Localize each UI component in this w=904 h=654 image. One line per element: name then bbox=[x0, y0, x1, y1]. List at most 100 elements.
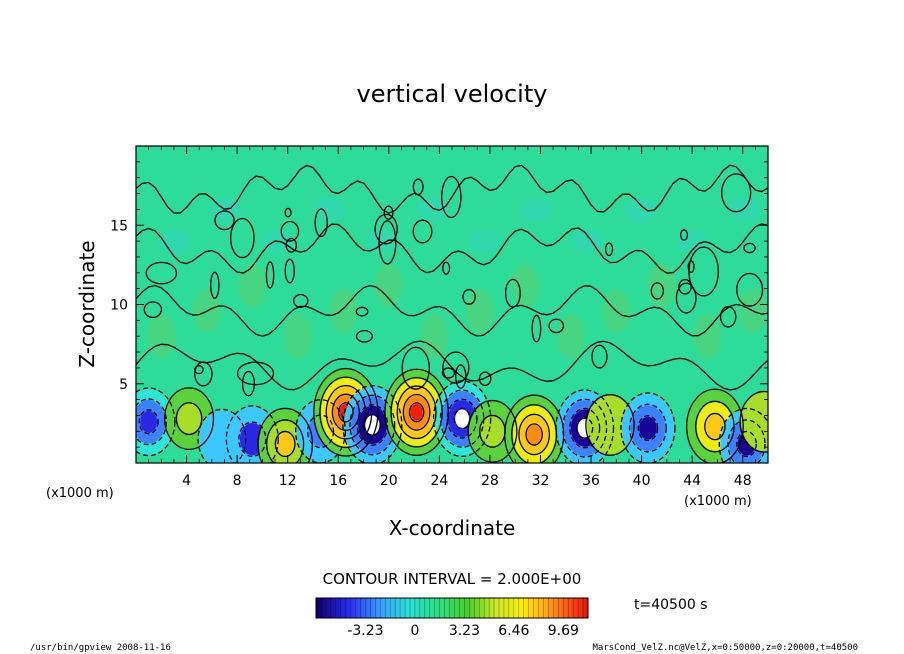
x-tick-label: 36 bbox=[582, 473, 600, 489]
velocity-level bbox=[177, 403, 201, 434]
contour-line bbox=[396, 385, 437, 440]
contour-line bbox=[562, 398, 608, 458]
footer-left: /usr/bin/gpview 2008-11-16 bbox=[30, 643, 171, 653]
background-band bbox=[693, 314, 722, 359]
chart-title: vertical velocity bbox=[357, 80, 548, 108]
contour-line bbox=[628, 403, 667, 453]
contour-group bbox=[739, 390, 768, 453]
contour-line bbox=[650, 282, 664, 300]
contour-group bbox=[718, 407, 768, 463]
contour-line bbox=[374, 213, 398, 245]
contour-line bbox=[136, 284, 768, 337]
background-band bbox=[624, 197, 657, 222]
contour-group bbox=[164, 387, 215, 450]
contour-line bbox=[736, 272, 764, 307]
contour-line bbox=[197, 408, 247, 463]
velocity-cell bbox=[586, 395, 634, 455]
velocity-level bbox=[586, 395, 634, 455]
velocity-level bbox=[741, 392, 768, 452]
contour-line bbox=[455, 364, 467, 389]
velocity-level bbox=[705, 414, 725, 439]
contour-line bbox=[555, 389, 615, 463]
contour-group bbox=[197, 408, 247, 463]
contour-line bbox=[604, 242, 614, 257]
contour-line bbox=[325, 385, 367, 440]
contour-line bbox=[695, 400, 735, 453]
background-band bbox=[511, 263, 540, 308]
contour-group bbox=[620, 392, 676, 463]
contour-line bbox=[390, 376, 443, 448]
contour-group bbox=[685, 388, 744, 463]
contour-line bbox=[442, 261, 451, 275]
contour-line bbox=[721, 173, 752, 213]
background-band bbox=[420, 314, 449, 359]
background-band bbox=[572, 229, 605, 254]
background-band bbox=[465, 288, 494, 333]
y-tick-label: 15 bbox=[110, 218, 128, 234]
contour-line bbox=[467, 399, 518, 463]
x-axis-label: X-coordinate bbox=[389, 516, 516, 540]
background-band bbox=[417, 197, 450, 222]
x-tick-label: 16 bbox=[329, 473, 347, 489]
contour-line bbox=[280, 220, 300, 242]
background-band bbox=[329, 288, 358, 333]
contour-line bbox=[143, 301, 163, 318]
y-axis-label: Z-coordinate bbox=[75, 240, 99, 367]
contour-line bbox=[401, 346, 430, 390]
velocity-cell bbox=[741, 392, 768, 452]
colorbar-tick-label: 9.69 bbox=[548, 623, 579, 639]
contour-line bbox=[241, 370, 256, 397]
contour-line bbox=[518, 413, 551, 456]
contour-group bbox=[313, 367, 379, 457]
x-tick-label: 20 bbox=[380, 473, 398, 489]
x-tick-label: 32 bbox=[532, 473, 550, 489]
contour-line bbox=[591, 344, 608, 369]
x-tick-label: 28 bbox=[481, 473, 499, 489]
contour-line bbox=[355, 329, 373, 343]
colorbar-tick-label: 3.23 bbox=[449, 623, 480, 639]
contour-line bbox=[331, 393, 360, 432]
x-tick-label: 44 bbox=[683, 473, 701, 489]
contour-line bbox=[355, 306, 369, 317]
x-tick-label: 12 bbox=[279, 473, 297, 489]
contour-line bbox=[349, 394, 396, 456]
contour-line bbox=[743, 242, 756, 254]
time-label: t=40500 s bbox=[634, 597, 708, 613]
x-tick-label: 24 bbox=[430, 473, 448, 489]
contour-interval-label: CONTOUR INTERVAL = 2.000E+00 bbox=[323, 570, 582, 588]
contour-line bbox=[680, 229, 689, 241]
contour-line bbox=[441, 175, 462, 219]
contour-line bbox=[739, 390, 768, 453]
contour-line bbox=[363, 413, 382, 437]
background-band bbox=[157, 229, 190, 254]
contour-line bbox=[274, 430, 296, 458]
contour-line bbox=[225, 405, 279, 463]
velocity-level bbox=[410, 403, 423, 421]
background-band bbox=[238, 263, 267, 308]
contour-line bbox=[685, 388, 744, 463]
x-tick-label: 4 bbox=[182, 473, 191, 489]
contour-line bbox=[576, 417, 594, 440]
contour-line bbox=[412, 219, 433, 244]
x-unit-left: (x1000 m) bbox=[46, 486, 114, 501]
background-band bbox=[520, 197, 553, 222]
footer-right: MarsCond_VelZ.nc@VelZ,x=0:50000,z=0:2000… bbox=[592, 643, 858, 653]
contour-line bbox=[525, 423, 543, 446]
x-unit-right: (x1000 m) bbox=[684, 494, 752, 509]
velocity-level bbox=[639, 416, 657, 440]
contour-line bbox=[136, 340, 768, 391]
contour-line bbox=[446, 398, 478, 439]
contour-line bbox=[378, 220, 397, 265]
contour-line bbox=[548, 318, 565, 334]
velocity-level bbox=[140, 410, 158, 433]
background-band bbox=[283, 314, 312, 359]
contour-line bbox=[736, 430, 757, 458]
contour-line bbox=[319, 376, 373, 449]
y-tick-label: 10 bbox=[110, 298, 128, 314]
background-band bbox=[313, 197, 346, 222]
contour-line bbox=[462, 288, 476, 305]
colorbar-tick-label: 6.46 bbox=[498, 623, 529, 639]
velocity-level bbox=[527, 424, 542, 445]
contour-line bbox=[718, 407, 768, 463]
contour-group bbox=[585, 394, 635, 456]
